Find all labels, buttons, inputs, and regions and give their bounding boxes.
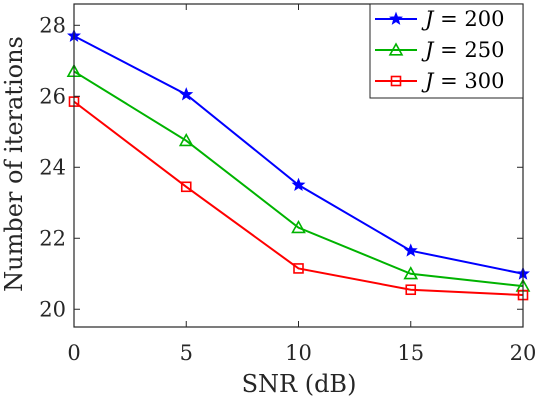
legend-item: J = 300	[375, 69, 504, 93]
data-point	[178, 133, 194, 147]
legend: J = 200 J = 250 J = 300	[369, 3, 524, 99]
data-point	[291, 219, 306, 234]
data-point	[403, 243, 418, 257]
x-tick-label: 5	[180, 341, 193, 365]
y-tick-label: 28	[39, 13, 66, 37]
data-point	[403, 266, 419, 280]
data-point	[180, 181, 192, 193]
legend-label: J = 200	[421, 7, 504, 31]
legend-label: J = 300	[421, 69, 504, 93]
y-tick-label: 22	[39, 226, 66, 250]
x-axis-title: SNR (dB)	[242, 370, 357, 398]
series-layer	[66, 28, 531, 301]
y-tick-label: 20	[39, 297, 66, 321]
legend-marker	[389, 11, 403, 25]
series-line	[73, 100, 524, 297]
legend-item: J = 250	[375, 38, 504, 62]
axes-layer: 0 5 10 15 20 20 22 24 26 28	[39, 3, 537, 365]
legend-marker	[390, 75, 402, 87]
legend-marker	[388, 42, 404, 56]
y-axis-title: Number of iterations	[0, 36, 28, 292]
x-tick-label: 15	[397, 341, 424, 365]
x-tick-label: 20	[510, 341, 537, 365]
x-tick-label: 0	[67, 341, 80, 365]
x-tick-label: 10	[285, 341, 312, 365]
data-point	[291, 177, 306, 191]
series-square	[68, 96, 529, 301]
data-point	[179, 87, 194, 101]
series-triangle	[66, 63, 531, 292]
series-line	[73, 70, 524, 288]
y-tick-label: 24	[39, 155, 66, 179]
data-point	[293, 263, 304, 274]
legend-label: J = 250	[421, 38, 504, 62]
data-point	[405, 284, 417, 296]
y-tick-label: 26	[39, 84, 66, 108]
legend-item: J = 200	[375, 7, 504, 31]
